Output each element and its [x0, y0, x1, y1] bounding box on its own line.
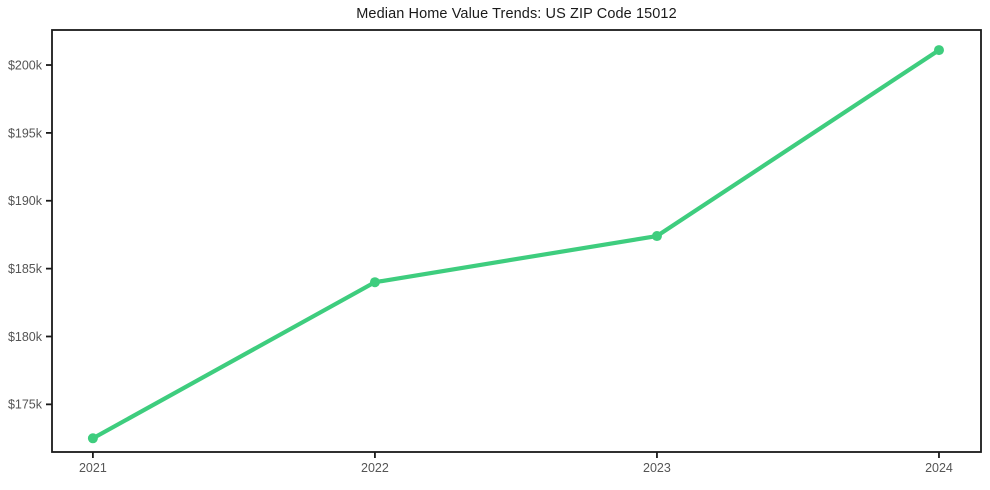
- x-tick-label: 2024: [925, 461, 953, 475]
- y-tick-label: $190k: [8, 194, 43, 208]
- data-point-marker: [369, 277, 380, 288]
- chart-title: Median Home Value Trends: US ZIP Code 15…: [356, 6, 677, 22]
- y-tick-label: $180k: [8, 330, 43, 344]
- trend-line: [90, 47, 942, 441]
- data-point-marker: [933, 45, 944, 56]
- x-tick-label: 2021: [79, 461, 107, 475]
- y-tick-label: $195k: [8, 126, 43, 140]
- y-tick-label: $200k: [8, 58, 43, 72]
- data-point-marker: [87, 433, 98, 444]
- data-point-marker: [651, 231, 662, 242]
- x-tick-label: 2023: [643, 461, 671, 475]
- y-tick-label: $175k: [8, 398, 43, 412]
- y-tick-label: $185k: [8, 262, 43, 276]
- x-tick-label: 2022: [361, 461, 389, 475]
- plot-border: [51, 29, 982, 453]
